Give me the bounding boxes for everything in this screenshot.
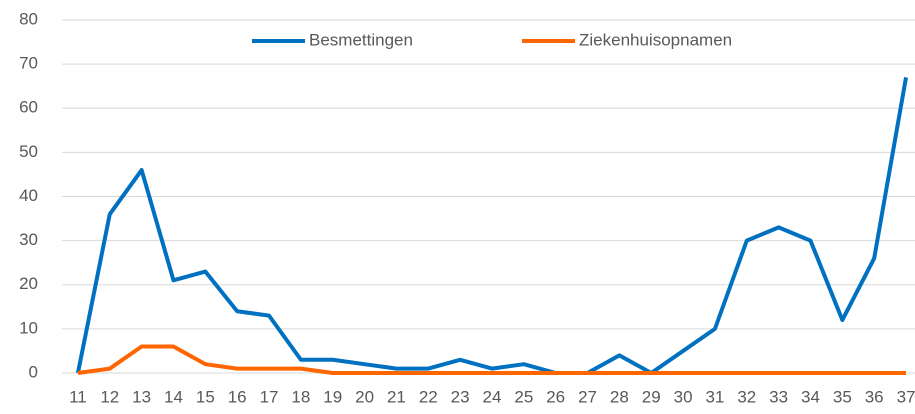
x-tick-label: 20: [355, 387, 374, 406]
x-tick-label: 28: [610, 387, 629, 406]
x-tick-label: 30: [674, 387, 693, 406]
y-tick-label: 80: [19, 9, 38, 28]
x-tick-label: 24: [483, 387, 502, 406]
x-tick-label: 35: [833, 387, 852, 406]
x-tick-label: 14: [164, 387, 183, 406]
legend-label: Ziekenhuisopnamen: [579, 30, 732, 49]
y-tick-label: 30: [19, 230, 38, 249]
y-tick-label: 40: [19, 186, 38, 205]
x-tick-label: 27: [578, 387, 597, 406]
x-tick-label: 22: [419, 387, 438, 406]
x-tick-label: 31: [705, 387, 724, 406]
x-tick-label: 25: [514, 387, 533, 406]
series-line: [77, 344, 907, 375]
x-tick-label: 15: [196, 387, 215, 406]
y-tick-label: 10: [19, 318, 38, 337]
x-tick-label: 29: [642, 387, 661, 406]
x-tick-label: 36: [865, 387, 884, 406]
x-tick-label: 16: [228, 387, 247, 406]
x-tick-label: 13: [132, 387, 151, 406]
x-tick-label: 19: [323, 387, 342, 406]
legend-label: Besmettingen: [309, 30, 413, 49]
x-tick-label: 18: [291, 387, 310, 406]
y-tick-label: 0: [29, 362, 38, 381]
x-tick-label: 37: [897, 387, 915, 406]
x-tick-label: 21: [387, 387, 406, 406]
y-tick-label: 50: [19, 142, 38, 161]
y-tick-label: 70: [19, 54, 38, 73]
y-tick-label: 20: [19, 274, 38, 293]
x-tick-label: 23: [451, 387, 470, 406]
x-tick-label: 33: [769, 387, 788, 406]
x-tick-label: 11: [69, 387, 87, 406]
x-tick-label: 12: [100, 387, 119, 406]
x-tick-label: 32: [737, 387, 756, 406]
x-tick-label: 17: [260, 387, 279, 406]
x-tick-label: 34: [801, 387, 820, 406]
x-tick-label: 26: [546, 387, 565, 406]
y-tick-label: 60: [19, 98, 38, 117]
series-line: [75, 77, 908, 375]
